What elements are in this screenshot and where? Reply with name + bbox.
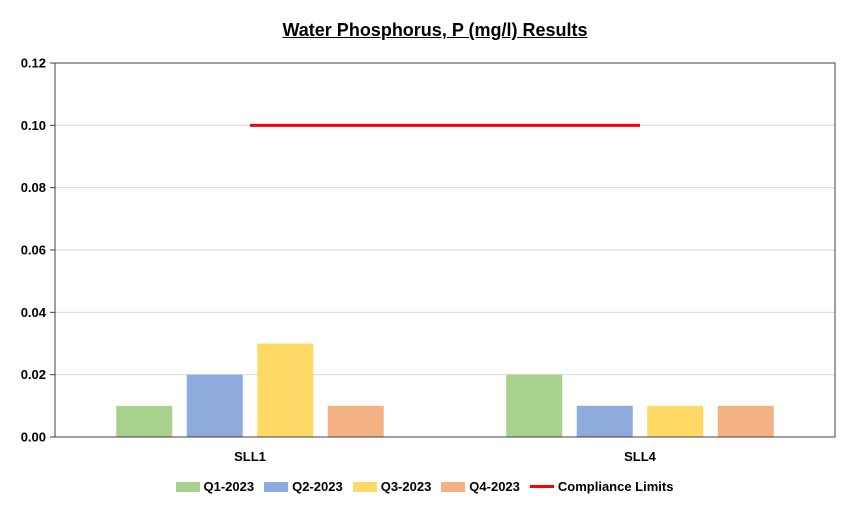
legend-swatch-q4	[441, 481, 466, 492]
y-tick-label: 0.02	[21, 367, 46, 382]
legend-label-q1: Q1-2023	[203, 479, 255, 494]
bar-sll1-q3-2023	[257, 343, 314, 437]
legend-item-q1: Q1-2023	[175, 479, 255, 494]
y-tick-label: 0.06	[21, 243, 46, 258]
bar-sll4-q1-2023	[506, 374, 563, 437]
legend-swatch-q2	[264, 481, 289, 492]
chart-plot: 0.00 0.02 0.04 0.06 0.08 0.10 0.12 SLL1 SLL4	[21, 56, 836, 464]
legend-label-compliance: Compliance Limits	[557, 479, 674, 494]
legend-label-q4: Q4-2023	[469, 479, 520, 494]
y-tick-label: 0.08	[21, 180, 46, 195]
y-tick-label: 0.12	[21, 56, 46, 71]
legend-label-q3: Q3-2023	[380, 479, 432, 494]
chart-legend: Q1-2023 Q2-2023 Q3-2023 Q4-2023 Complian…	[0, 479, 849, 494]
x-tick-label: SLL4	[624, 449, 657, 464]
x-tick-label: SLL1	[234, 449, 266, 464]
bar-sll1-q2-2023	[186, 374, 243, 437]
y-tick-label: 0.10	[21, 118, 46, 133]
bar-sll1-q4-2023	[327, 405, 384, 437]
legend-label-q2: Q2-2023	[292, 479, 343, 494]
legend-swatch-q1	[175, 481, 200, 492]
bar-sll4-q2-2023	[576, 405, 633, 437]
legend-item-compliance: Compliance Limits	[529, 479, 674, 494]
bar-sll4-q3-2023	[647, 405, 704, 437]
legend-swatch-q3	[352, 481, 377, 492]
bar-sll1-q1-2023	[116, 405, 173, 437]
legend-swatch-compliance	[529, 485, 554, 488]
chart-title: Water Phosphorus, P (mg/l) Results	[282, 20, 588, 40]
legend-item-q4: Q4-2023	[441, 479, 520, 494]
legend-item-q2: Q2-2023	[264, 479, 343, 494]
bar-sll4-q4-2023	[717, 405, 774, 437]
y-tick-label: 0.00	[21, 430, 46, 445]
legend-item-q3: Q3-2023	[352, 479, 432, 494]
y-tick-label: 0.04	[21, 305, 47, 320]
